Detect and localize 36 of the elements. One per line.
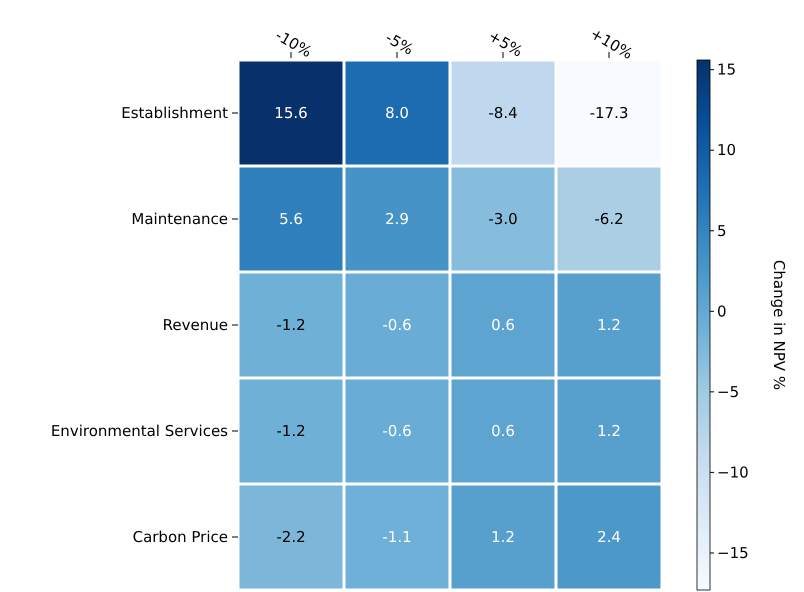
y-tick-label: Environmental Services <box>50 422 228 440</box>
y-tick-label: Establishment <box>121 104 228 122</box>
x-tick-label: -10% <box>272 26 315 62</box>
color-bar-label: 10 <box>717 141 736 160</box>
color-bar-title: Change in NPV % <box>770 260 788 390</box>
color-bar-label: −15 <box>717 544 749 562</box>
data-label: 5.6 <box>279 210 303 228</box>
data-label: 1.2 <box>597 316 621 334</box>
color-bar-label: −10 <box>717 463 749 482</box>
data-label: -1.2 <box>276 316 306 334</box>
x-tick-label: -5% <box>382 28 417 59</box>
data-label: 8.0 <box>385 104 409 122</box>
y-tick-label: Maintenance <box>131 210 228 228</box>
data-label: -0.6 <box>382 422 412 440</box>
data-label: -17.3 <box>590 104 628 122</box>
data-label: 1.2 <box>491 528 515 546</box>
data-label: 15.6 <box>274 104 308 122</box>
data-label: -1.2 <box>276 422 306 440</box>
data-label: 2.9 <box>385 210 409 228</box>
color-bar-label: 15 <box>717 60 736 79</box>
data-label: 0.6 <box>491 316 515 334</box>
data-label: -8.4 <box>488 104 518 122</box>
color-bar-label: 5 <box>717 222 727 240</box>
color-bar-label: −5 <box>717 382 740 401</box>
data-label: -3.0 <box>488 210 518 228</box>
y-tick-label: Revenue <box>162 316 228 334</box>
data-label: -1.1 <box>382 528 412 546</box>
x-tick-label: +5% <box>485 26 526 61</box>
data-label: -2.2 <box>276 528 306 546</box>
data-label: -6.2 <box>594 210 624 228</box>
data-label: 2.4 <box>597 528 621 546</box>
data-label: 1.2 <box>597 422 621 440</box>
data-label: 0.6 <box>491 422 515 440</box>
y-tick-label: Carbon Price <box>132 528 228 546</box>
data-label: -0.6 <box>382 316 412 334</box>
color-bar-label: 0 <box>717 302 727 320</box>
